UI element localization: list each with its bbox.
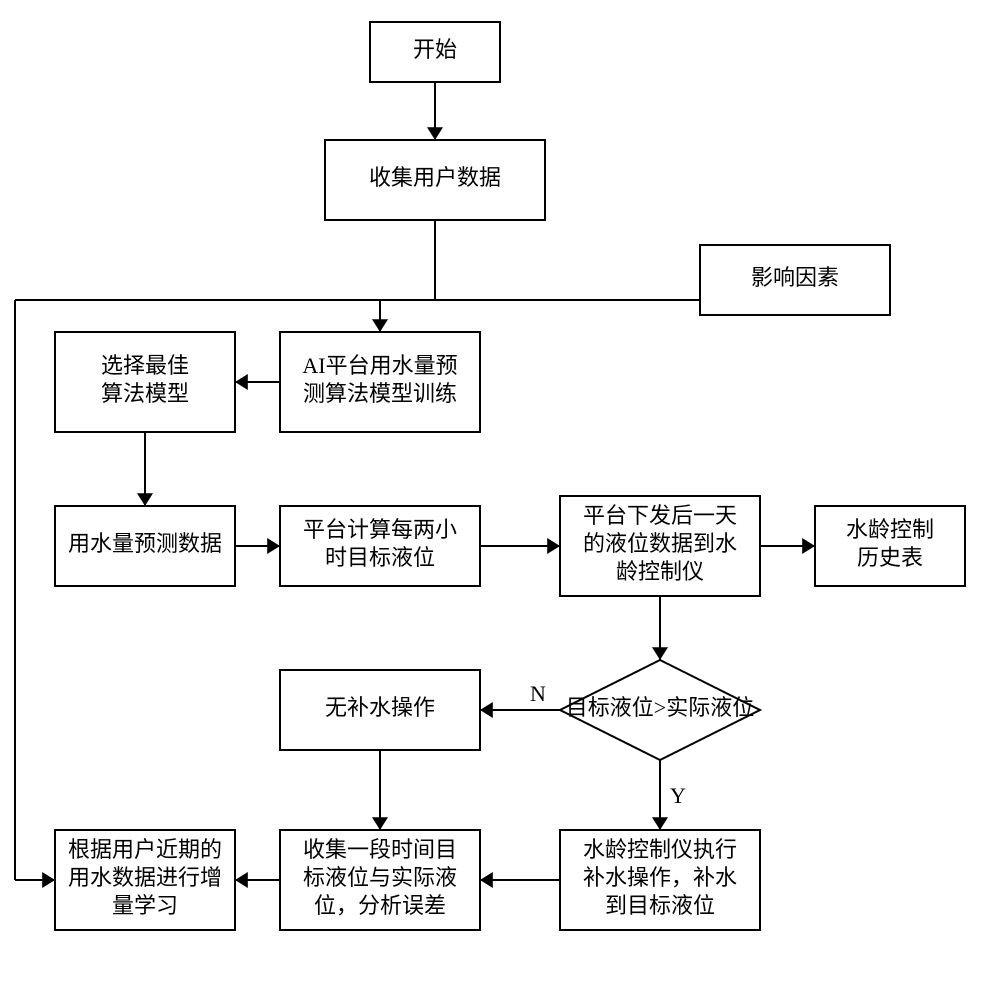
- node-label-select: 选择最佳: [101, 353, 189, 378]
- node-label-increment: 根据用户近期的: [68, 837, 222, 862]
- node-predict: 用水量预测数据: [55, 506, 235, 586]
- node-analyze: 收集一段时间目标液位与实际液位，分析误差: [280, 830, 480, 930]
- node-label-analyze: 收集一段时间目: [303, 837, 457, 862]
- node-label-decision: 目标液位>实际液位: [566, 695, 754, 720]
- node-label-increment: 用水数据进行增: [68, 865, 222, 890]
- node-increment: 根据用户近期的用水数据进行增量学习: [55, 830, 235, 930]
- node-label-factors: 影响因素: [751, 265, 839, 290]
- node-refill: 水龄控制仪执行补水操作，补水到目标液位: [560, 830, 760, 930]
- node-train: AI平台用水量预测算法模型训练: [280, 332, 480, 432]
- node-label-history: 水龄控制: [846, 517, 934, 542]
- node-label-train: AI平台用水量预: [302, 353, 457, 378]
- node-label-history: 历史表: [857, 545, 923, 570]
- node-history: 水龄控制历史表: [815, 506, 965, 586]
- node-select: 选择最佳算法模型: [55, 332, 235, 432]
- node-label-dispatch: 平台下发后一天: [583, 503, 737, 528]
- edge-label: N: [530, 681, 546, 706]
- node-label-select: 算法模型: [101, 381, 189, 406]
- node-start: 开始: [370, 22, 500, 82]
- node-label-calc2h: 平台计算每两小: [303, 517, 457, 542]
- node-label-noop: 无补水操作: [325, 695, 435, 720]
- node-label-train: 测算法模型训练: [303, 381, 457, 406]
- node-label-dispatch: 的液位数据到水: [583, 531, 737, 556]
- node-label-refill: 补水操作，补水: [583, 865, 737, 890]
- node-label-refill: 水龄控制仪执行: [583, 837, 737, 862]
- node-label-analyze: 标液位与实际液: [303, 865, 457, 890]
- node-label-increment: 量学习: [112, 893, 178, 918]
- node-dispatch: 平台下发后一天的液位数据到水龄控制仪: [560, 496, 760, 596]
- node-label-calc2h: 时目标液位: [325, 545, 435, 570]
- node-noop: 无补水操作: [280, 670, 480, 750]
- node-decision: 目标液位>实际液位: [560, 660, 760, 760]
- node-collect: 收集用户数据: [325, 140, 545, 220]
- node-factors: 影响因素: [700, 245, 890, 315]
- node-calc2h: 平台计算每两小时目标液位: [280, 506, 480, 586]
- edge-label: Y: [670, 783, 686, 808]
- node-label-dispatch: 龄控制仪: [616, 559, 704, 584]
- node-label-collect: 收集用户数据: [369, 165, 501, 190]
- node-label-analyze: 位，分析误差: [314, 893, 446, 918]
- node-label-predict: 用水量预测数据: [68, 531, 222, 556]
- node-label-start: 开始: [413, 37, 457, 62]
- node-label-refill: 到目标液位: [605, 893, 715, 918]
